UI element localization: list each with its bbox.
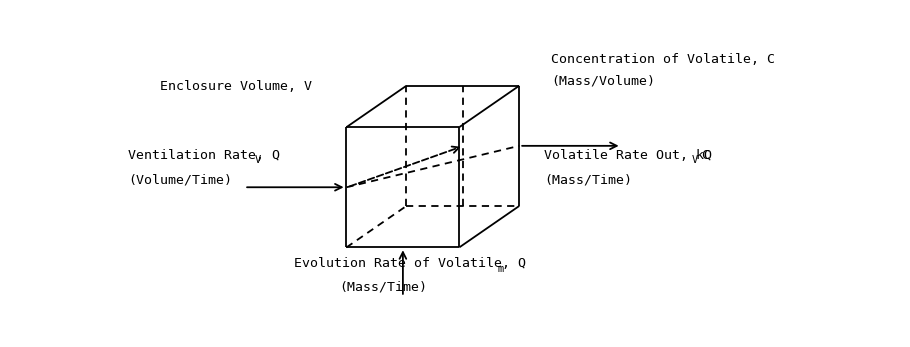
Text: Concentration of Volatile, C: Concentration of Volatile, C xyxy=(551,53,775,66)
Text: (Mass/Time): (Mass/Time) xyxy=(339,281,428,294)
Text: Volatile Rate Out, kQ: Volatile Rate Out, kQ xyxy=(544,149,712,162)
Text: C: C xyxy=(702,149,709,162)
Text: (Mass/Volume): (Mass/Volume) xyxy=(551,74,655,87)
Text: Ventilation Rate, Q: Ventilation Rate, Q xyxy=(127,149,280,162)
Text: m: m xyxy=(498,264,503,274)
Text: V: V xyxy=(692,155,698,165)
Text: V: V xyxy=(255,155,261,165)
Text: (Volume/Time): (Volume/Time) xyxy=(127,173,232,186)
Text: (Mass/Time): (Mass/Time) xyxy=(544,173,632,186)
Text: Enclosure Volume, V: Enclosure Volume, V xyxy=(159,80,311,93)
Text: Evolution Rate of Volatile, Q: Evolution Rate of Volatile, Q xyxy=(294,257,526,270)
